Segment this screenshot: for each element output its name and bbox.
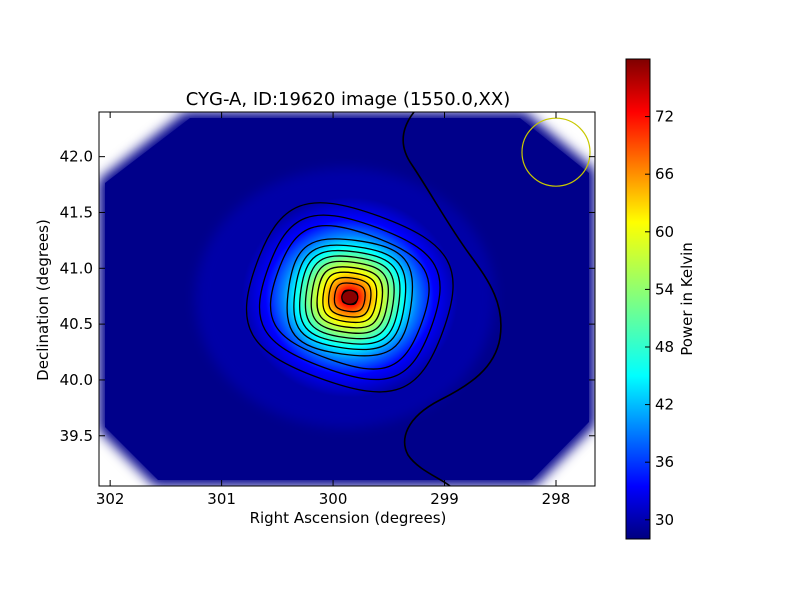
x-tick-label: 299 bbox=[430, 490, 459, 508]
contour-line bbox=[304, 255, 395, 340]
x-tick-label: 298 bbox=[542, 490, 571, 508]
contour-line bbox=[286, 238, 414, 357]
colorbar-tick-label: 30 bbox=[655, 511, 674, 529]
peak-marker bbox=[341, 289, 359, 305]
contour-line bbox=[310, 260, 389, 334]
contour-line bbox=[333, 282, 366, 313]
contour-line bbox=[258, 214, 441, 381]
y-tick-label: 40.5 bbox=[60, 315, 93, 333]
y-tick-label: 41.5 bbox=[60, 203, 93, 221]
colorbar-tick-label: 36 bbox=[655, 453, 674, 471]
y-axis: 39.5 40.0 40.5 41.0 41.5 42.0 bbox=[60, 148, 595, 445]
plot-frame bbox=[98, 111, 596, 487]
contour-line bbox=[269, 224, 430, 370]
contour-line bbox=[322, 271, 378, 324]
colorbar-tick-label: 54 bbox=[655, 280, 674, 298]
y-tick-label: 42.0 bbox=[60, 148, 93, 166]
contour-line bbox=[316, 266, 384, 329]
colorbar bbox=[625, 58, 651, 540]
colorbar-tick-label: 48 bbox=[655, 338, 674, 356]
y-tick-label: 41.0 bbox=[60, 259, 93, 277]
contour-line bbox=[245, 202, 454, 393]
contour-line bbox=[327, 276, 372, 318]
contour-lines bbox=[245, 202, 454, 393]
plot-area bbox=[99, 112, 595, 486]
colorbar-tick-label: 66 bbox=[655, 165, 674, 183]
colorbar-tick-label: 72 bbox=[655, 108, 674, 126]
x-tick-label: 300 bbox=[319, 490, 348, 508]
x-axis: 302 301 300 299 298 bbox=[96, 112, 570, 508]
beam-circle bbox=[521, 117, 591, 187]
y-tick-label: 40.0 bbox=[60, 371, 93, 389]
contour-line bbox=[293, 244, 407, 351]
y-axis-label: Declination (degrees) bbox=[34, 219, 52, 381]
contour-line bbox=[299, 249, 401, 345]
colorbar-tick-label: 42 bbox=[655, 396, 674, 414]
colorbar-tick-label: 60 bbox=[655, 223, 674, 241]
x-axis-label: Right Ascension (degrees) bbox=[250, 509, 447, 527]
x-tick-label: 302 bbox=[96, 490, 125, 508]
x-tick-label: 301 bbox=[207, 490, 236, 508]
y-tick-label: 39.5 bbox=[60, 427, 93, 445]
chart-title: CYG-A, ID:19620 image (1550.0,XX) bbox=[186, 89, 510, 110]
colorbar-ticks: 30 36 42 48 54 60 66 72 bbox=[645, 108, 674, 529]
outer-contour-line bbox=[402, 112, 502, 486]
colorbar-label: Power in Kelvin bbox=[678, 242, 696, 356]
